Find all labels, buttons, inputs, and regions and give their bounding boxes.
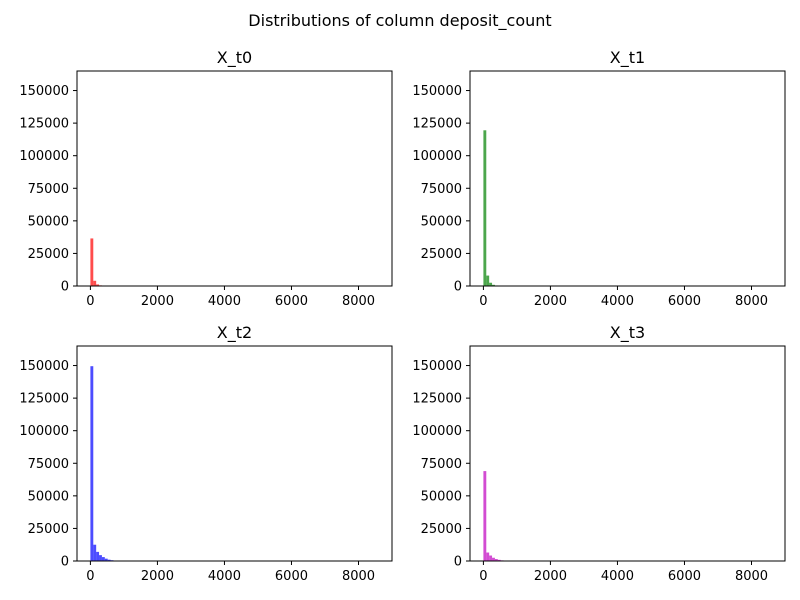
- x-tick-label: 2000: [534, 569, 567, 584]
- x-tick-label: 4000: [208, 569, 241, 584]
- histogram-bar: [492, 284, 495, 286]
- axes-frame: [76, 70, 393, 287]
- y-tick-label: 25000: [421, 247, 462, 262]
- y-tick-label: 150000: [19, 84, 69, 99]
- histogram-bar: [486, 275, 490, 286]
- x-tick-label: 2000: [141, 569, 174, 584]
- y-tick-label: 150000: [412, 84, 462, 99]
- y-tick-label: 125000: [412, 392, 462, 407]
- y-tick-label: 75000: [28, 182, 69, 197]
- histogram-bar: [93, 280, 97, 286]
- x-tick-label: 6000: [275, 294, 308, 309]
- histogram-bar: [107, 559, 111, 561]
- y-tick-label: 25000: [28, 522, 69, 537]
- subplots: X_t0 0 2000 4000 6000 8000 0 25000 50000 75000 100…: [19, 48, 786, 584]
- x-tick-label: 2000: [534, 294, 567, 309]
- x-tick-label: 0: [479, 294, 487, 309]
- x-tick-label: 4000: [601, 294, 634, 309]
- subplot-title: X_t1: [610, 48, 645, 68]
- histogram-bar: [489, 555, 493, 561]
- x-tick-label: 6000: [668, 294, 701, 309]
- histogram-bar: [96, 284, 100, 286]
- y-tick-label: 0: [454, 280, 462, 295]
- y-tick-label: 0: [61, 555, 69, 570]
- y-tick-label: 25000: [421, 522, 462, 537]
- histogram-bar: [93, 544, 97, 561]
- x-tick-label: 0: [86, 294, 94, 309]
- y-tick-label: 125000: [412, 117, 462, 132]
- histogram-bar: [99, 555, 102, 561]
- histogram-bar: [492, 557, 495, 561]
- x-tick-label: 8000: [342, 294, 375, 309]
- x-tick-label: 0: [479, 569, 487, 584]
- x-tick-label: 4000: [601, 569, 634, 584]
- x-tick-label: 2000: [141, 294, 174, 309]
- x-tick-label: 6000: [668, 569, 701, 584]
- histogram-bar: [497, 559, 501, 561]
- histogram-bar: [483, 130, 487, 286]
- y-tick-label: 0: [61, 280, 69, 295]
- y-tick-label: 100000: [19, 149, 69, 164]
- x-tick-label: 8000: [342, 569, 375, 584]
- y-tick-label: 75000: [421, 182, 462, 197]
- histogram-bar: [104, 558, 108, 561]
- histogram-bar: [486, 552, 490, 561]
- subplot-title: X_t2: [217, 323, 252, 343]
- y-tick-label: 75000: [28, 457, 69, 472]
- x-tick-label: 8000: [735, 569, 768, 584]
- histogram-bar: [90, 366, 94, 561]
- y-tick-label: 125000: [19, 392, 69, 407]
- subplot-2: X_t2 0 2000 4000 6000 8000 0 25000 50000 75000 100…: [19, 323, 393, 584]
- y-tick-label: 100000: [412, 149, 462, 164]
- histogram-bar: [494, 559, 498, 561]
- y-tick-label: 150000: [19, 359, 69, 374]
- y-tick-label: 50000: [28, 489, 69, 504]
- subplot-0: X_t0 0 2000 4000 6000 8000 0 25000 50000 75000 100…: [19, 48, 393, 309]
- axes-frame: [76, 345, 393, 562]
- y-tick-label: 50000: [421, 214, 462, 229]
- subplot-title: X_t3: [610, 323, 645, 343]
- histogram-bar: [101, 557, 105, 561]
- y-tick-label: 75000: [421, 457, 462, 472]
- y-tick-label: 50000: [421, 489, 462, 504]
- y-tick-label: 50000: [28, 214, 69, 229]
- histogram-bar: [90, 238, 94, 286]
- y-tick-label: 0: [454, 555, 462, 570]
- y-tick-label: 100000: [19, 424, 69, 439]
- histogram-bar: [483, 471, 487, 561]
- axes-frame: [469, 70, 786, 287]
- subplot-3: X_t3 0 2000 4000 6000 8000 0 25000 50000 75000 100…: [412, 323, 786, 584]
- subplot-1: X_t1 0 2000 4000 6000 8000 0 25000 50000 75000 100…: [412, 48, 786, 309]
- histogram-bar: [489, 282, 493, 286]
- y-tick-label: 125000: [19, 117, 69, 132]
- x-tick-label: 8000: [735, 294, 768, 309]
- x-tick-label: 4000: [208, 294, 241, 309]
- histogram-bar: [96, 551, 100, 561]
- figure-title: Distributions of column deposit_count: [248, 11, 551, 31]
- subplot-title: X_t0: [217, 48, 252, 68]
- x-tick-label: 6000: [275, 569, 308, 584]
- x-tick-label: 0: [86, 569, 94, 584]
- y-tick-label: 100000: [412, 424, 462, 439]
- y-tick-label: 25000: [28, 247, 69, 262]
- y-tick-label: 150000: [412, 359, 462, 374]
- axes-frame: [469, 345, 786, 562]
